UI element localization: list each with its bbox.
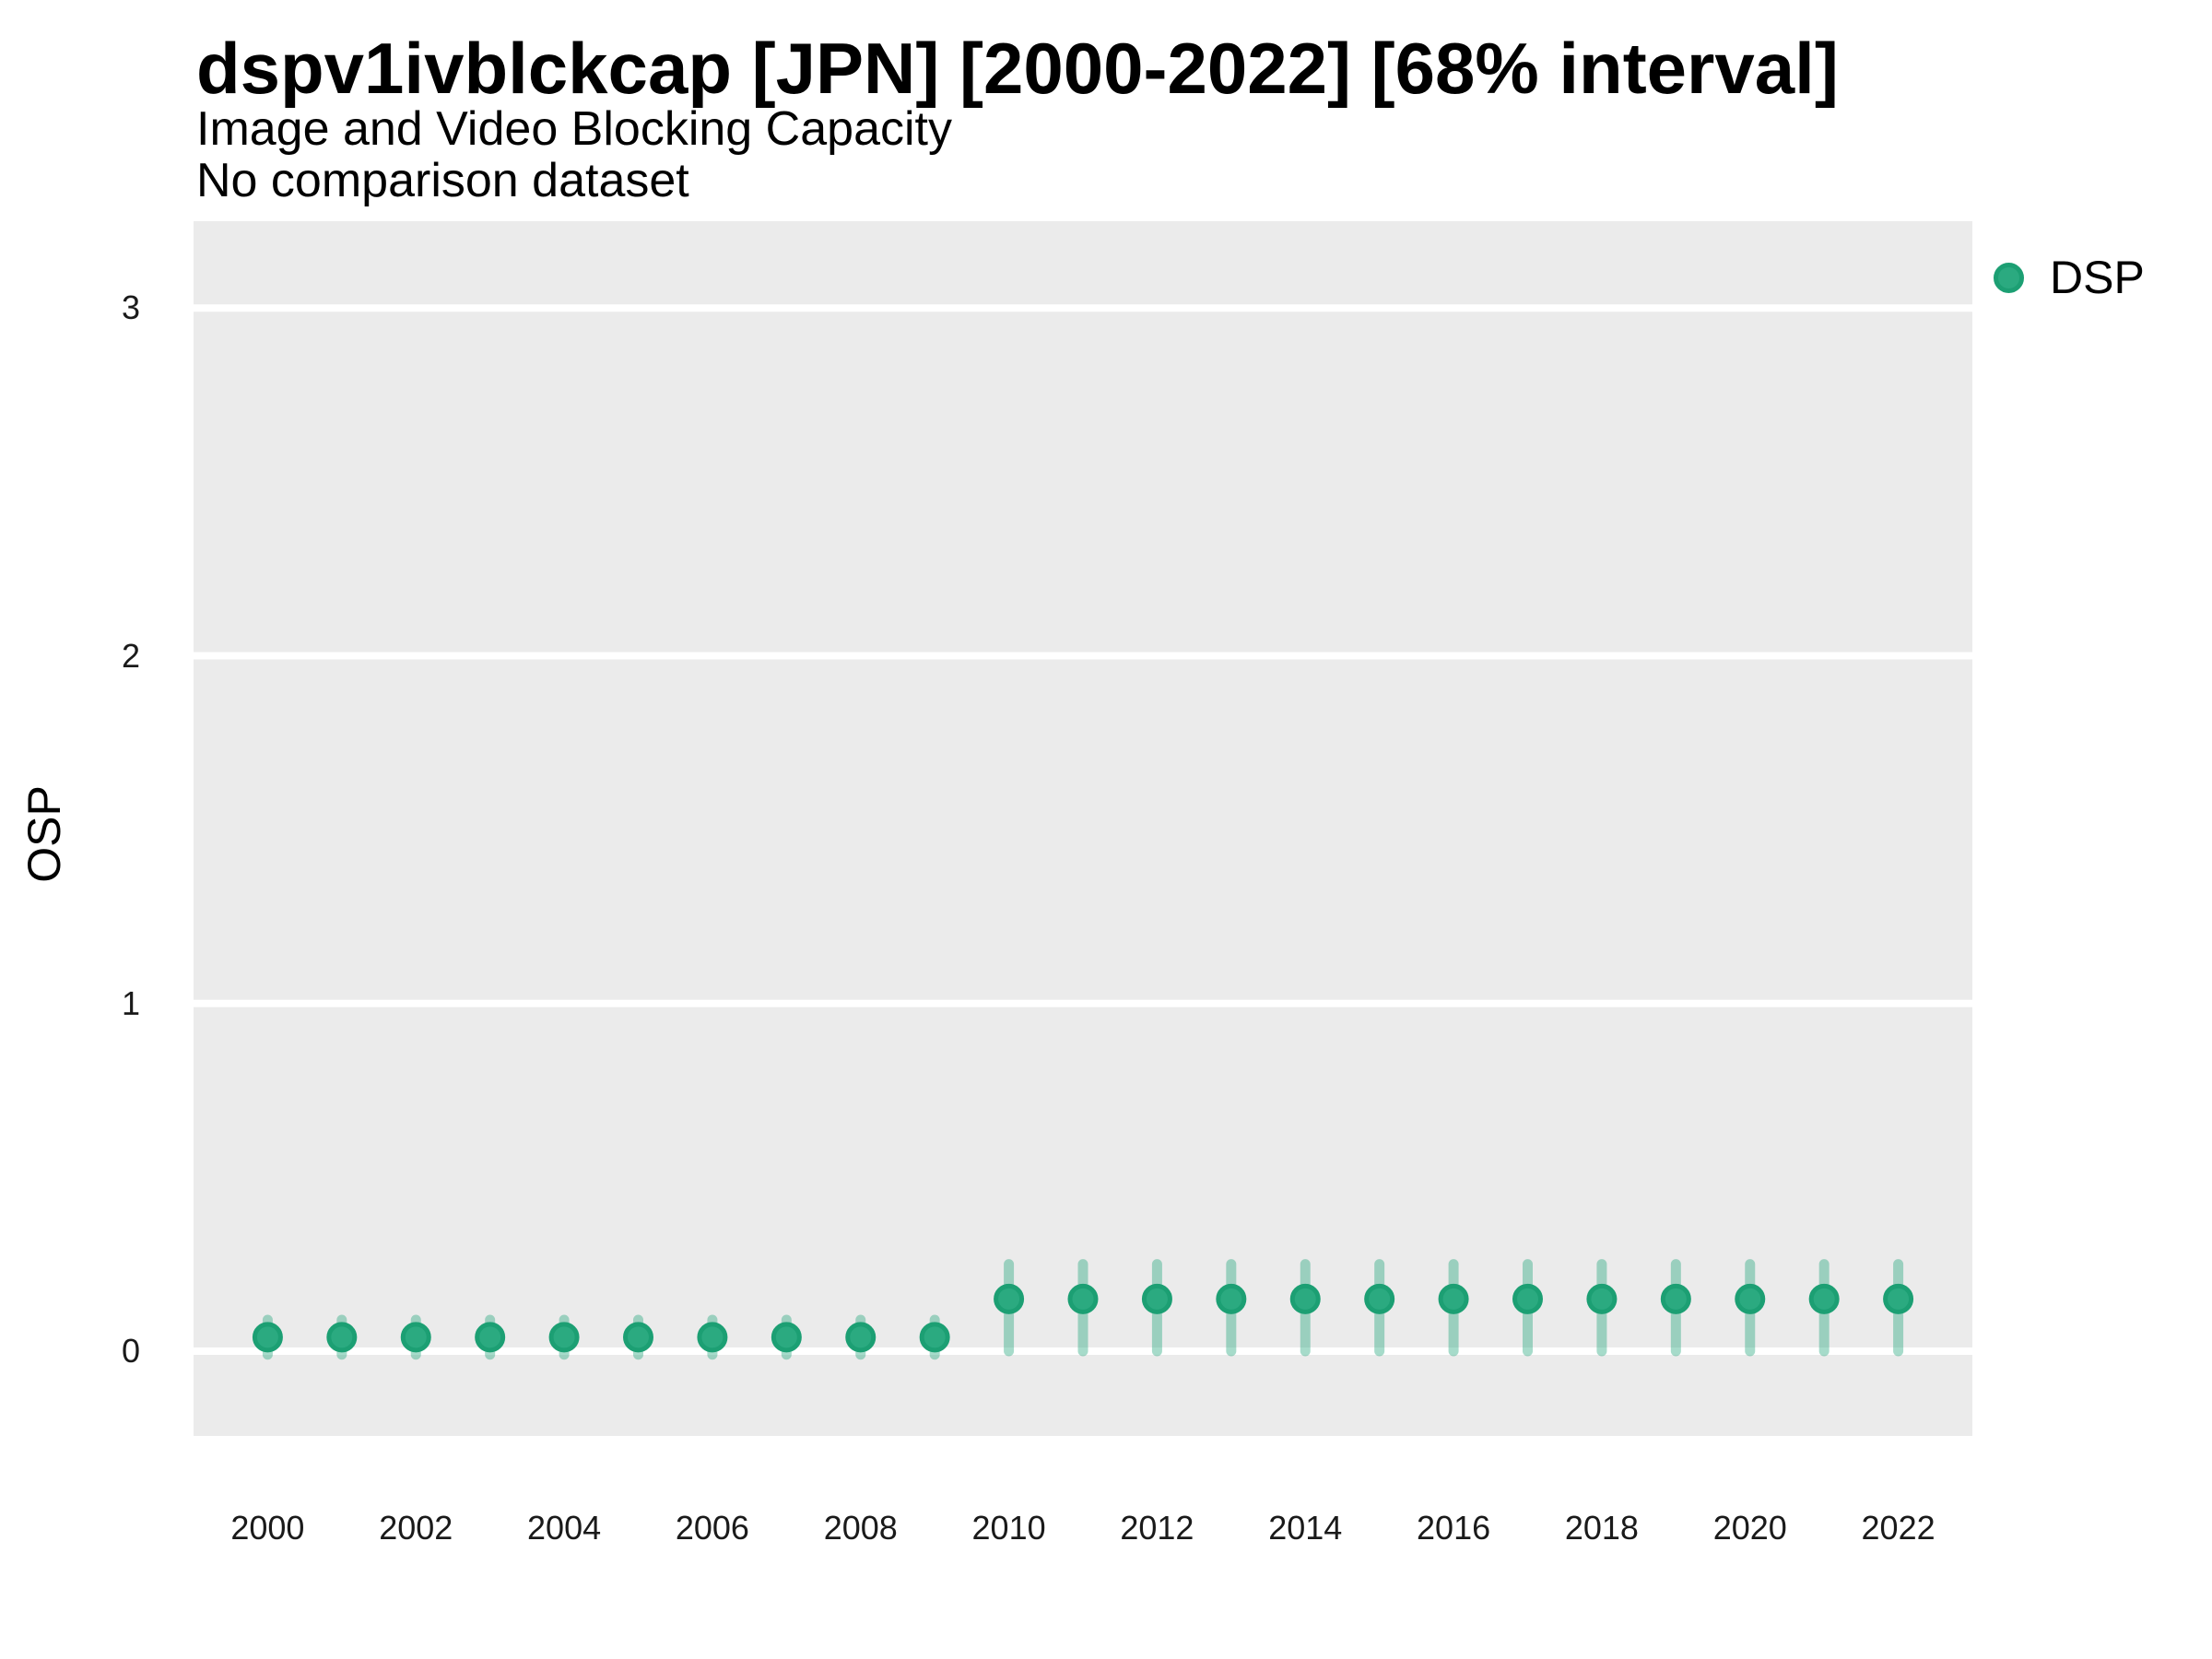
x-tick-label: 2004 (527, 1509, 602, 1547)
data-point (771, 1322, 802, 1353)
data-point (919, 1322, 950, 1353)
data-point (1586, 1283, 1618, 1314)
data-point (400, 1322, 431, 1353)
x-tick-label: 2002 (379, 1509, 453, 1547)
chart-note: No comparison dataset (196, 154, 689, 207)
data-point (1660, 1283, 1691, 1314)
y-tick-label: 3 (121, 288, 140, 327)
data-point (326, 1322, 358, 1353)
data-point (994, 1283, 1025, 1314)
chart-title: dspv1ivblckcap [JPN] [2000-2022] [68% in… (196, 28, 1839, 109)
y-axis-title: OSP (18, 785, 70, 883)
y-tick-label: 0 (121, 1331, 140, 1370)
data-point (1289, 1283, 1321, 1314)
data-point (475, 1322, 506, 1353)
data-point (623, 1322, 653, 1353)
chart-subtitle: Image and Video Blocking Capacity (196, 102, 952, 156)
y-tick-label: 2 (121, 636, 140, 675)
panel-background (194, 221, 1972, 1436)
plot-panel (194, 221, 1972, 1436)
data-point (1438, 1283, 1469, 1314)
y-tick-label: 1 (121, 983, 140, 1022)
data-point (1364, 1283, 1395, 1314)
x-tick-label: 2008 (823, 1509, 898, 1547)
x-tick-label: 2006 (675, 1509, 749, 1547)
x-tick-label: 2022 (1861, 1509, 1936, 1547)
data-point (252, 1322, 283, 1353)
data-point (1512, 1283, 1543, 1314)
x-tick-label: 2020 (1712, 1509, 1787, 1547)
data-point (1808, 1283, 1840, 1314)
data-point (1883, 1283, 1914, 1314)
legend-point-icon (1994, 262, 2024, 293)
data-point (1216, 1283, 1247, 1314)
data-point (845, 1322, 877, 1353)
data-point (697, 1322, 728, 1353)
data-point (1067, 1283, 1099, 1314)
x-tick-label: 2010 (971, 1509, 1046, 1547)
x-tick-label: 2018 (1564, 1509, 1639, 1547)
data-point (548, 1322, 580, 1353)
x-tick-label: 2016 (1417, 1509, 1491, 1547)
data-point (1141, 1283, 1172, 1314)
data-point (1735, 1283, 1766, 1314)
legend: DSP (1994, 254, 2145, 300)
x-tick-label: 2000 (230, 1509, 305, 1547)
legend-label: DSP (2050, 252, 2145, 303)
x-tick-label: 2012 (1120, 1509, 1194, 1547)
x-tick-label: 2014 (1268, 1509, 1343, 1547)
